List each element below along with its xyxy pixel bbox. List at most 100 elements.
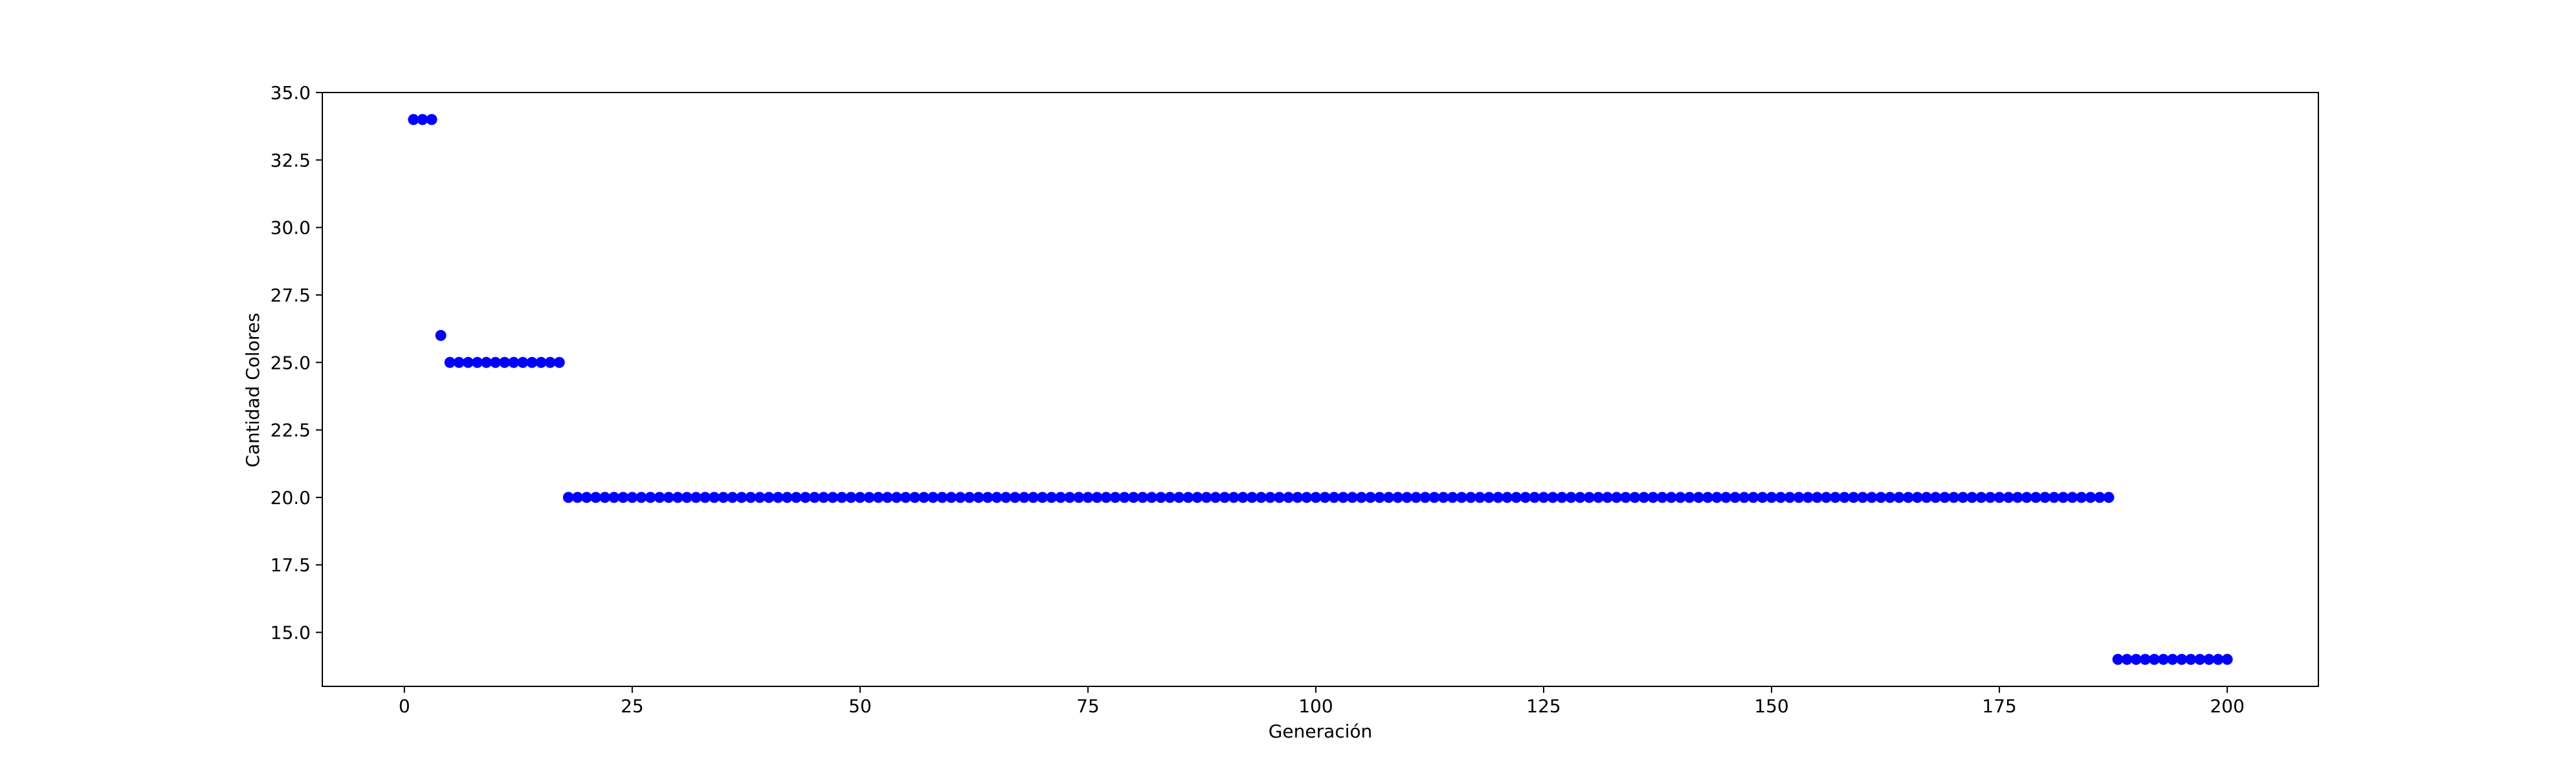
data-point	[1018, 492, 1030, 503]
data-point	[1201, 492, 1212, 503]
data-point	[2167, 653, 2179, 665]
data-point	[2103, 492, 2115, 503]
data-point	[1920, 492, 1932, 503]
data-point	[1866, 492, 1878, 503]
data-point	[2212, 653, 2224, 665]
data-point	[1091, 492, 1103, 503]
data-point	[1319, 492, 1331, 503]
data-point	[1483, 492, 1495, 503]
data-point	[973, 492, 984, 503]
data-point	[1392, 492, 1404, 503]
data-point	[790, 492, 802, 503]
data-point	[955, 492, 966, 503]
data-point	[426, 114, 438, 126]
data-point	[1939, 492, 1951, 503]
data-point	[772, 492, 784, 503]
data-point	[1301, 492, 1313, 503]
data-point	[2203, 653, 2215, 665]
data-point	[2121, 653, 2133, 665]
data-point	[845, 492, 857, 503]
data-point	[1447, 492, 1458, 503]
y-tick-label: 20.0	[271, 487, 311, 508]
data-point	[863, 492, 875, 503]
data-point	[2067, 492, 2078, 503]
data-point	[690, 492, 702, 503]
data-point	[1665, 492, 1677, 503]
data-point	[1346, 492, 1358, 503]
data-point	[2076, 492, 2087, 503]
data-point	[435, 330, 447, 342]
data-point	[699, 492, 711, 503]
y-tick-label: 25.0	[271, 352, 311, 373]
data-point	[1228, 492, 1239, 503]
data-point	[1611, 492, 1623, 503]
data-point	[1046, 492, 1058, 503]
data-point	[1502, 492, 1513, 503]
data-point	[1109, 492, 1121, 503]
data-point	[964, 492, 975, 503]
x-tick-label: 100	[1298, 695, 1333, 717]
data-point	[1638, 492, 1650, 503]
data-point	[2149, 653, 2160, 665]
data-point	[453, 356, 465, 368]
data-point	[1966, 492, 1978, 503]
data-point	[1593, 492, 1604, 503]
data-point	[718, 492, 729, 503]
data-point	[471, 356, 483, 368]
data-point	[1100, 492, 1112, 503]
data-point	[1565, 492, 1577, 503]
data-point	[781, 492, 793, 503]
data-point	[1629, 492, 1641, 503]
data-point	[490, 356, 502, 368]
data-point	[1292, 492, 1304, 503]
data-point	[1656, 492, 1668, 503]
data-point	[517, 356, 529, 368]
data-point	[927, 492, 939, 503]
x-tick-label: 25	[621, 695, 644, 717]
y-tick-label: 17.5	[271, 554, 311, 576]
x-tick-label: 50	[849, 695, 872, 717]
data-point	[2049, 492, 2060, 503]
data-point	[1602, 492, 1614, 503]
data-point	[937, 492, 948, 503]
data-point	[727, 492, 738, 503]
data-point	[1155, 492, 1167, 503]
data-point	[1465, 492, 1476, 503]
data-point	[1520, 492, 1531, 503]
data-point	[900, 492, 911, 503]
data-point	[1118, 492, 1130, 503]
data-point	[553, 356, 565, 368]
data-point	[1821, 492, 1832, 503]
data-point	[1127, 492, 1139, 503]
data-point	[1766, 492, 1777, 503]
data-point	[1009, 492, 1021, 503]
data-point	[417, 114, 428, 126]
data-point	[2094, 492, 2105, 503]
data-point	[2176, 653, 2188, 665]
data-point	[2139, 653, 2151, 665]
axes: 0 25 50 75 100 125 150 175 200 15.0 17.5 20.0 22.5 25…	[271, 82, 2319, 717]
data-point	[799, 492, 811, 503]
x-tick-label: 125	[1526, 695, 1560, 717]
data-point	[1793, 492, 1804, 503]
data-point	[891, 492, 902, 503]
data-point	[754, 492, 766, 503]
data-point	[1711, 492, 1723, 503]
data-point	[1993, 492, 2005, 503]
data-point	[1857, 492, 1869, 503]
data-point	[1310, 492, 1322, 503]
data-point	[1164, 492, 1176, 503]
data-point	[1674, 492, 1686, 503]
data-point	[1246, 492, 1258, 503]
data-point	[663, 492, 674, 503]
data-point	[854, 492, 866, 503]
data-point	[1839, 492, 1850, 503]
data-point	[599, 492, 611, 503]
data-point	[991, 492, 1003, 503]
data-point	[1173, 492, 1185, 503]
data-point	[1328, 492, 1340, 503]
y-tick-label: 35.0	[271, 82, 311, 104]
data-point	[408, 114, 419, 126]
